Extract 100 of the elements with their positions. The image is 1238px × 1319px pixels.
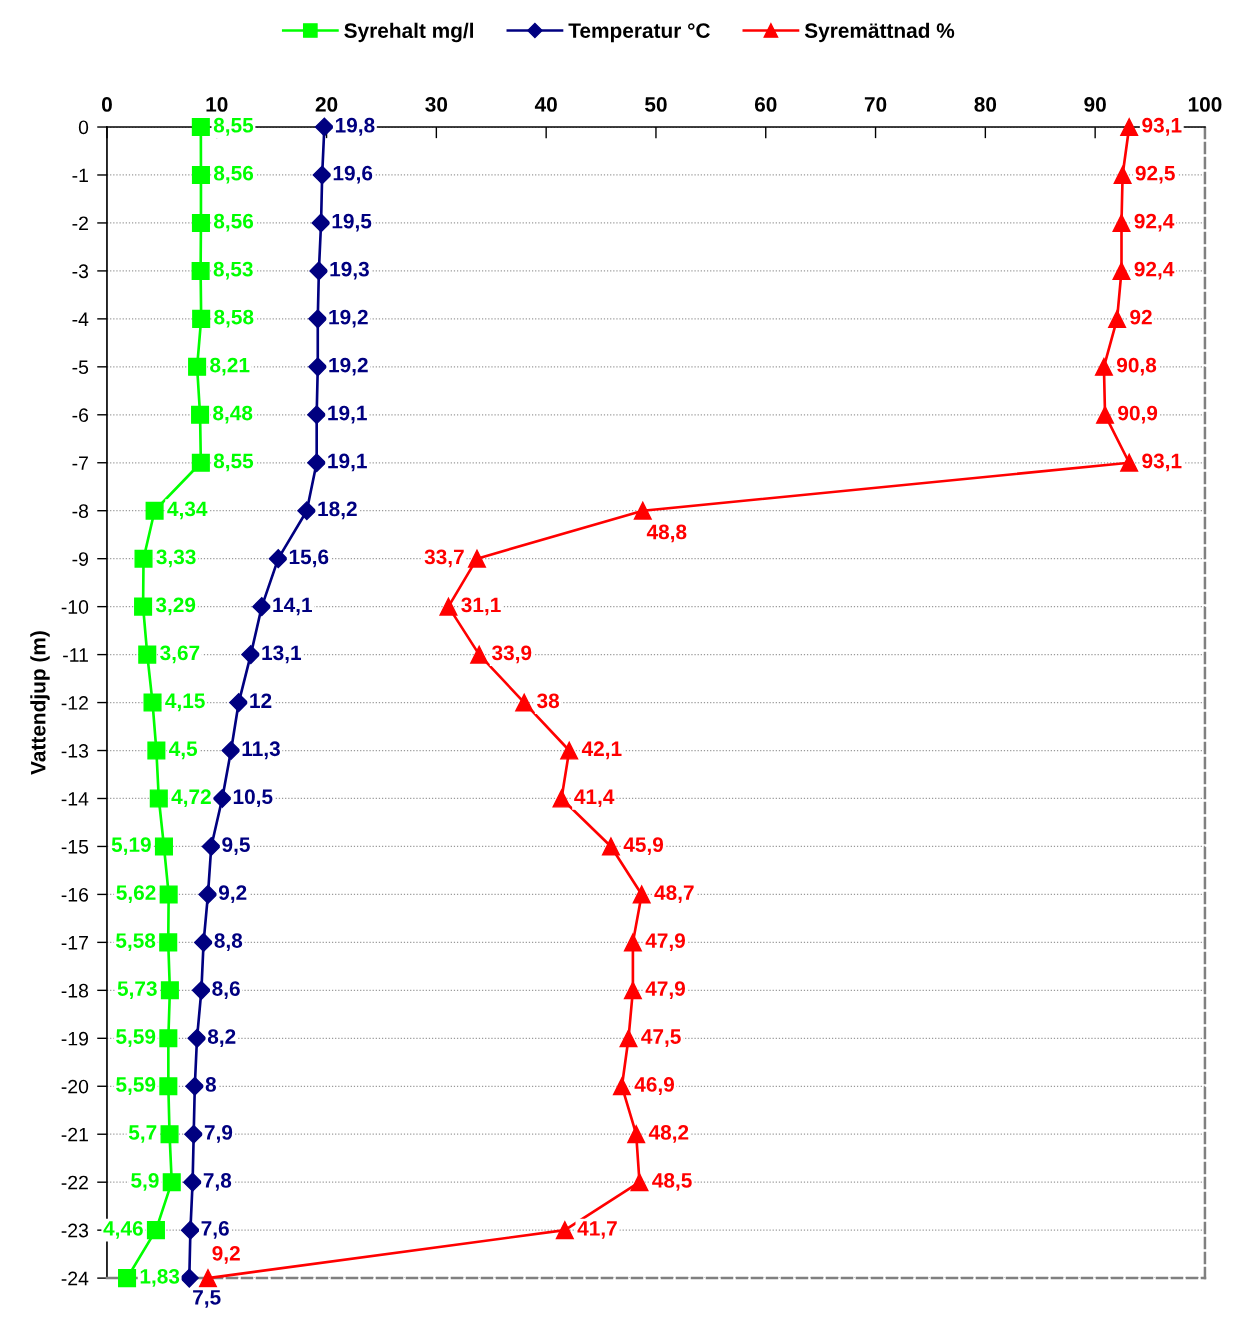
data-label: 48,7 — [654, 885, 694, 904]
point — [307, 405, 327, 425]
data-label: 5,59 — [116, 1029, 156, 1047]
data-label: 47,9 — [645, 933, 686, 951]
y-tick-label: -19 — [61, 1031, 88, 1046]
data-label: 90,8 — [1116, 357, 1157, 376]
y-tick-label: -12 — [61, 696, 88, 710]
x-tick-label: 20 — [315, 97, 338, 112]
point — [159, 885, 178, 904]
y-tick-label: 0 — [78, 120, 89, 135]
data-label: 5,62 — [116, 885, 156, 904]
data-label: 90,9 — [1118, 405, 1158, 424]
point — [159, 1029, 178, 1048]
x-tick-label: 40 — [534, 97, 557, 112]
point — [1108, 309, 1127, 328]
point — [312, 165, 332, 185]
point — [134, 549, 153, 568]
data-label: 11,3 — [242, 741, 280, 760]
point — [560, 741, 579, 760]
data-label: 8,48 — [213, 405, 253, 424]
data-label: 7,5 — [193, 1290, 221, 1308]
data-label: 1,83 — [140, 1268, 180, 1287]
point — [1113, 165, 1132, 185]
data-label: 4,5 — [169, 741, 198, 760]
point — [191, 980, 211, 1000]
y-tick-label: -13 — [61, 744, 89, 758]
y-tick-label: -18 — [61, 983, 89, 998]
data-label: 48,8 — [646, 524, 687, 543]
point — [138, 645, 157, 664]
y-axis-title: Vattendjup (m) — [30, 631, 50, 775]
data-label: 19,6 — [333, 165, 373, 184]
data-label: 7,6 — [201, 1220, 229, 1239]
point — [632, 885, 651, 904]
point — [159, 1077, 178, 1096]
y-tick-label: -23 — [61, 1223, 89, 1238]
x-tick-label: 10 — [206, 97, 228, 112]
data-label: 4,46 — [103, 1220, 143, 1239]
data-label: 47,5 — [641, 1029, 681, 1047]
point — [198, 1269, 218, 1288]
y-tick-label: -8 — [72, 504, 89, 518]
y-tick-label: -21 — [61, 1127, 88, 1142]
data-label: 8,21 — [210, 357, 250, 376]
data-label: 8,56 — [213, 213, 254, 232]
legend-label: Syremättnad % — [804, 22, 955, 43]
y-tick-label: -1 — [72, 168, 88, 183]
data-label: 33,9 — [491, 645, 532, 664]
y-tick-label: -3 — [72, 264, 89, 279]
data-label: 31,1 — [461, 597, 501, 616]
point — [183, 1172, 203, 1192]
y-tick-label: -20 — [61, 1079, 89, 1094]
data-label: 48,2 — [648, 1125, 689, 1143]
point — [627, 1125, 646, 1144]
x-tick-label: 50 — [645, 97, 667, 112]
data-label: 9,2 — [212, 1245, 240, 1264]
x-tick-label: 80 — [974, 97, 997, 112]
legend-label: Syrehalt mg/l — [344, 22, 474, 43]
y-tick-label: -22 — [61, 1175, 88, 1190]
data-label: 19,5 — [332, 213, 372, 232]
point — [630, 1173, 649, 1192]
point — [143, 693, 162, 712]
point — [118, 1269, 137, 1288]
point — [179, 1268, 199, 1288]
point — [612, 1077, 631, 1096]
point — [623, 933, 642, 952]
point — [149, 789, 168, 808]
y-tick-label: -2 — [72, 216, 88, 230]
point — [623, 981, 642, 1000]
data-label: 19,2 — [329, 309, 368, 328]
point — [308, 309, 328, 329]
point — [187, 1028, 207, 1048]
data-label: 12 — [250, 693, 272, 708]
data-label: 46,9 — [634, 1077, 675, 1095]
data-label: 8,56 — [213, 165, 254, 184]
data-label: 19,8 — [335, 117, 375, 136]
data-label: 8,55 — [213, 453, 254, 472]
y-tick-label: -11 — [63, 648, 88, 662]
y-tick-label: -14 — [61, 792, 89, 806]
y-tick-label: -6 — [72, 408, 89, 423]
point — [194, 932, 214, 952]
data-label: 5,59 — [116, 1077, 156, 1095]
data-label: 8,8 — [214, 933, 243, 951]
data-label: 7,9 — [204, 1125, 233, 1143]
data-label: 19,2 — [329, 357, 368, 376]
data-label: 3,67 — [160, 645, 200, 664]
point — [619, 1029, 638, 1048]
y-tick-label: -4 — [72, 312, 89, 326]
point — [1112, 213, 1131, 232]
point — [159, 933, 178, 952]
point — [229, 693, 249, 713]
point — [154, 837, 173, 856]
point — [184, 1124, 204, 1144]
point — [191, 117, 210, 137]
data-label: 5,58 — [115, 933, 156, 951]
x-tick-label: 90 — [1084, 97, 1106, 112]
data-label: 14,1 — [273, 597, 312, 616]
y-tick-label: -10 — [61, 600, 89, 614]
point — [515, 693, 534, 712]
data-label: 8,58 — [214, 309, 254, 328]
data-label: 5,19 — [111, 837, 151, 856]
data-label: 4,15 — [165, 693, 205, 712]
